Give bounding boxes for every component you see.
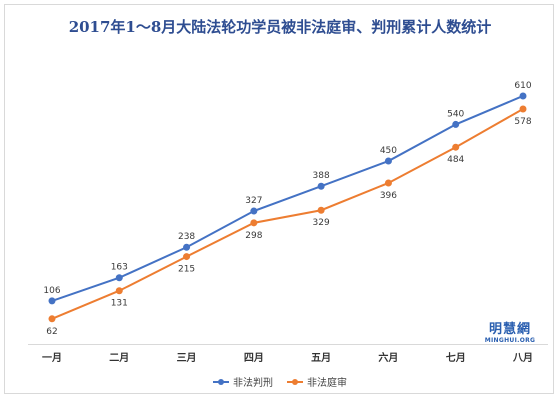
data-point bbox=[317, 206, 325, 214]
data-label: 578 bbox=[514, 117, 531, 127]
data-point bbox=[317, 182, 325, 190]
x-tick-label: 二月 bbox=[109, 352, 129, 364]
data-label: 610 bbox=[514, 81, 531, 91]
data-label: 327 bbox=[245, 196, 262, 206]
x-tick-label: 八月 bbox=[512, 352, 533, 364]
x-tick-label: 五月 bbox=[311, 352, 331, 364]
x-tick-label: 七月 bbox=[446, 351, 466, 364]
legend-swatch-sentenced bbox=[213, 377, 229, 387]
data-label: 106 bbox=[43, 286, 60, 296]
data-point bbox=[115, 274, 123, 282]
data-point bbox=[183, 243, 191, 251]
data-label: 540 bbox=[447, 109, 464, 119]
logo-subtext: MINGHUI.ORG bbox=[484, 337, 536, 344]
data-label: 163 bbox=[111, 263, 128, 273]
data-label: 238 bbox=[178, 232, 195, 242]
x-tick-label: 六月 bbox=[378, 351, 398, 364]
legend-label-tried: 非法庭审 bbox=[307, 378, 347, 389]
data-point bbox=[250, 207, 258, 215]
data-label: 215 bbox=[178, 265, 195, 275]
data-point bbox=[519, 105, 527, 113]
data-label: 484 bbox=[447, 155, 464, 165]
legend-swatch-tried bbox=[287, 377, 303, 387]
data-point bbox=[384, 157, 392, 165]
data-point bbox=[452, 143, 460, 151]
data-point bbox=[48, 315, 56, 323]
data-point bbox=[250, 219, 258, 227]
minghui-logo: 明慧網 MINGHUI.ORG bbox=[480, 318, 540, 344]
data-label: 131 bbox=[111, 299, 128, 309]
data-label: 450 bbox=[380, 146, 397, 156]
legend-label-sentenced: 非法判刑 bbox=[233, 378, 273, 389]
x-tick-label: 三月 bbox=[177, 352, 197, 364]
legend-item-tried[interactable]: 非法庭审 bbox=[287, 374, 347, 389]
data-label: 329 bbox=[313, 218, 330, 228]
series-line-0 bbox=[51, 95, 524, 302]
data-point bbox=[519, 92, 527, 100]
x-tick-label: 四月 bbox=[244, 352, 264, 364]
chart-title: 2017年1～8月大陆法轮功学员被非法庭审、判刑累计人数统计 bbox=[68, 18, 492, 36]
series-line-1 bbox=[51, 108, 524, 320]
chart-frame bbox=[4, 4, 554, 394]
data-label: 388 bbox=[313, 171, 330, 181]
data-label: 396 bbox=[380, 191, 397, 201]
legend: 非法判刑 非法庭审 bbox=[0, 374, 560, 389]
legend-item-sentenced[interactable]: 非法判刑 bbox=[213, 374, 273, 389]
data-point bbox=[48, 297, 56, 305]
data-label: 62 bbox=[46, 327, 57, 337]
logo-text: 明慧網 bbox=[488, 322, 531, 337]
x-tick-label: 一月 bbox=[42, 352, 62, 364]
data-label: 298 bbox=[245, 231, 262, 241]
data-point bbox=[384, 179, 392, 187]
data-point bbox=[183, 253, 191, 261]
data-point bbox=[452, 120, 460, 128]
data-point bbox=[115, 287, 123, 295]
